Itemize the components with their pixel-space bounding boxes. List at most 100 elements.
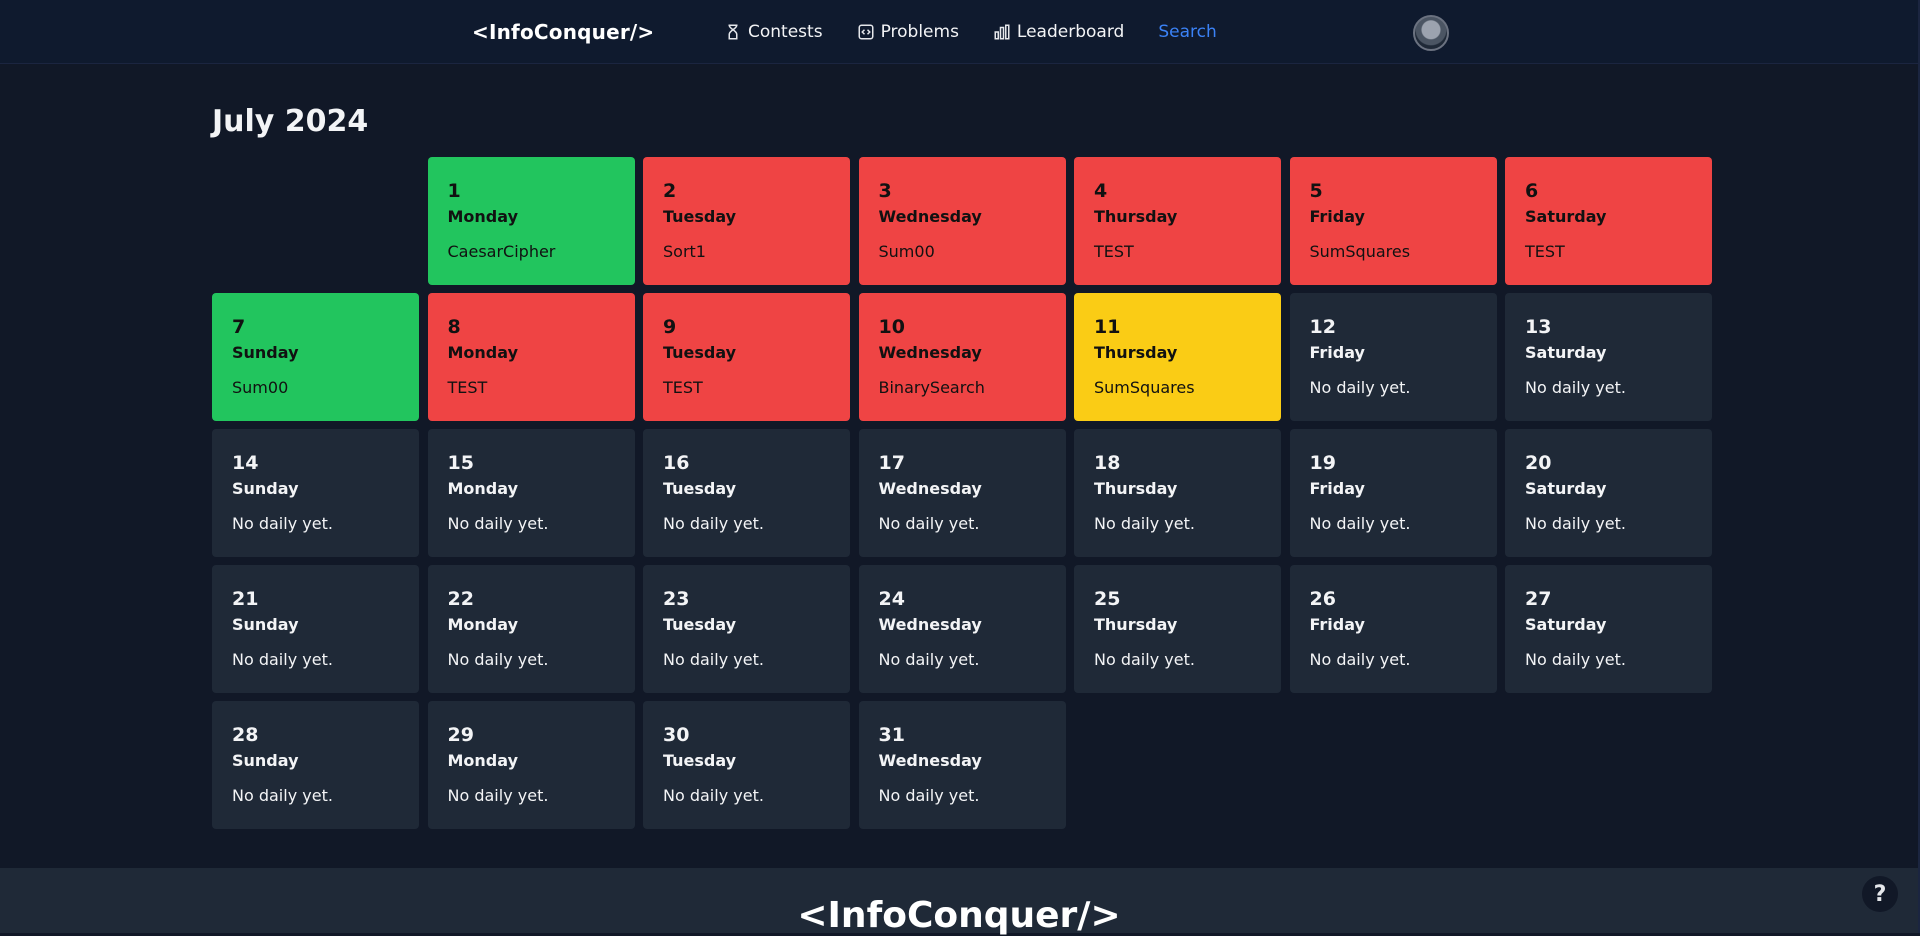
day-number: 1 bbox=[447, 180, 461, 202]
calendar-day[interactable]: 25 Thursday No daily yet. bbox=[1074, 565, 1281, 693]
nav-contests[interactable]: Contests bbox=[724, 22, 823, 42]
calendar-day[interactable]: 13 Saturday No daily yet. bbox=[1505, 293, 1712, 421]
day-problem: BinarySearch bbox=[878, 378, 985, 397]
calendar-day[interactable]: 28 Sunday No daily yet. bbox=[212, 701, 419, 829]
day-number: 20 bbox=[1525, 452, 1552, 474]
day-problem: No daily yet. bbox=[878, 786, 980, 805]
scrollbar[interactable] bbox=[1918, 0, 1920, 933]
day-number: 4 bbox=[1094, 180, 1108, 202]
day-number: 9 bbox=[663, 316, 677, 338]
calendar-day[interactable]: 31 Wednesday No daily yet. bbox=[858, 701, 1066, 829]
nav-contests-label: Contests bbox=[748, 22, 823, 42]
day-problem: No daily yet. bbox=[878, 514, 980, 533]
calendar-day[interactable]: 5 Friday SumSquares bbox=[1289, 157, 1497, 285]
day-weekday: Tuesday bbox=[663, 615, 737, 634]
nav-search[interactable]: Search bbox=[1158, 22, 1217, 42]
calendar-day[interactable]: 9 Tuesday TEST bbox=[643, 293, 850, 421]
nav-leaderboard[interactable]: Leaderboard bbox=[993, 22, 1124, 42]
day-number: 21 bbox=[232, 588, 259, 610]
site-logo[interactable]: <InfoConquer/> bbox=[472, 20, 655, 44]
calendar-day[interactable]: 17 Wednesday No daily yet. bbox=[858, 429, 1066, 557]
help-button[interactable]: ? bbox=[1862, 876, 1898, 912]
day-problem: No daily yet. bbox=[232, 514, 333, 533]
day-problem: No daily yet. bbox=[447, 650, 549, 669]
day-weekday: Sunday bbox=[232, 479, 299, 498]
day-number: 31 bbox=[878, 724, 905, 746]
bar-chart-icon bbox=[994, 24, 1010, 40]
calendar-grid: 1 Monday CaesarCipher 2 Tuesday Sort1 3 Wednesd… bbox=[212, 157, 1712, 829]
day-weekday: Wednesday bbox=[878, 751, 982, 770]
calendar-day[interactable]: 10 Wednesday BinarySearch bbox=[858, 293, 1066, 421]
calendar-day[interactable]: 16 Tuesday No daily yet. bbox=[643, 429, 850, 557]
calendar-day[interactable]: 20 Saturday No daily yet. bbox=[1505, 429, 1712, 557]
day-number: 24 bbox=[878, 588, 905, 610]
calendar-day[interactable]: 21 Sunday No daily yet. bbox=[212, 565, 419, 693]
day-problem: No daily yet. bbox=[1094, 514, 1195, 533]
day-problem: Sum00 bbox=[878, 242, 935, 261]
day-problem: No daily yet. bbox=[1525, 514, 1626, 533]
top-navbar: <InfoConquer/> Contests Problems Leaderb… bbox=[0, 0, 1918, 64]
day-problem: No daily yet. bbox=[1525, 378, 1626, 397]
day-weekday: Wednesday bbox=[878, 615, 982, 634]
day-weekday: Friday bbox=[1309, 343, 1365, 362]
day-number: 18 bbox=[1094, 452, 1121, 474]
calendar-day[interactable]: 1 Monday CaesarCipher bbox=[427, 157, 635, 285]
calendar-day[interactable]: 23 Tuesday No daily yet. bbox=[643, 565, 850, 693]
day-problem: Sort1 bbox=[663, 242, 706, 261]
calendar-day[interactable]: 19 Friday No daily yet. bbox=[1289, 429, 1497, 557]
nav-leaderboard-label: Leaderboard bbox=[1016, 22, 1125, 42]
calendar-day[interactable]: 27 Saturday No daily yet. bbox=[1505, 565, 1712, 693]
code-icon bbox=[858, 24, 874, 40]
footer: <InfoConquer/> bbox=[0, 868, 1918, 936]
day-number: 8 bbox=[447, 316, 461, 338]
day-number: 16 bbox=[663, 452, 690, 474]
day-number: 5 bbox=[1309, 180, 1323, 202]
day-number: 12 bbox=[1309, 316, 1336, 338]
day-number: 25 bbox=[1094, 588, 1121, 610]
day-weekday: Monday bbox=[447, 207, 519, 226]
calendar-day[interactable]: 7 Sunday Sum00 bbox=[212, 293, 419, 421]
day-weekday: Saturday bbox=[1525, 207, 1607, 226]
day-number: 6 bbox=[1525, 180, 1539, 202]
user-avatar[interactable] bbox=[1413, 15, 1449, 51]
day-problem: No daily yet. bbox=[663, 514, 764, 533]
day-problem: No daily yet. bbox=[447, 514, 549, 533]
day-weekday: Monday bbox=[447, 751, 519, 770]
day-weekday: Saturday bbox=[1525, 615, 1607, 634]
calendar-day[interactable]: 22 Monday No daily yet. bbox=[427, 565, 635, 693]
day-weekday: Tuesday bbox=[663, 343, 737, 362]
day-number: 28 bbox=[232, 724, 259, 746]
day-problem: No daily yet. bbox=[1094, 650, 1195, 669]
day-number: 22 bbox=[447, 588, 474, 610]
month-title: July 2024 bbox=[212, 104, 369, 139]
day-weekday: Tuesday bbox=[663, 207, 737, 226]
day-weekday: Saturday bbox=[1525, 343, 1607, 362]
calendar-day[interactable]: 26 Friday No daily yet. bbox=[1289, 565, 1497, 693]
day-problem: No daily yet. bbox=[447, 786, 549, 805]
calendar-day[interactable]: 18 Thursday No daily yet. bbox=[1074, 429, 1281, 557]
calendar-day[interactable]: 30 Tuesday No daily yet. bbox=[643, 701, 850, 829]
main-nav: Contests Problems Leaderboard Search bbox=[724, 22, 1251, 42]
calendar-day[interactable]: 4 Thursday TEST bbox=[1074, 157, 1281, 285]
nav-problems[interactable]: Problems bbox=[857, 22, 959, 42]
calendar-day[interactable]: 14 Sunday No daily yet. bbox=[212, 429, 419, 557]
calendar-day[interactable]: 24 Wednesday No daily yet. bbox=[858, 565, 1066, 693]
day-problem: No daily yet. bbox=[232, 786, 333, 805]
day-weekday: Monday bbox=[447, 479, 519, 498]
day-weekday: Friday bbox=[1309, 207, 1365, 226]
day-weekday: Sunday bbox=[232, 751, 299, 770]
calendar-day[interactable]: 15 Monday No daily yet. bbox=[427, 429, 635, 557]
day-number: 14 bbox=[232, 452, 259, 474]
day-problem: No daily yet. bbox=[1309, 378, 1411, 397]
calendar-day[interactable]: 6 Saturday TEST bbox=[1505, 157, 1712, 285]
day-number: 3 bbox=[878, 180, 892, 202]
calendar-day[interactable]: 8 Monday TEST bbox=[427, 293, 635, 421]
day-problem: SumSquares bbox=[1094, 378, 1195, 397]
calendar-day[interactable]: 11 Thursday SumSquares bbox=[1074, 293, 1281, 421]
calendar-day[interactable]: 3 Wednesday Sum00 bbox=[858, 157, 1066, 285]
calendar-day[interactable]: 2 Tuesday Sort1 bbox=[643, 157, 850, 285]
day-weekday: Sunday bbox=[232, 343, 299, 362]
day-number: 23 bbox=[663, 588, 690, 610]
calendar-day[interactable]: 29 Monday No daily yet. bbox=[427, 701, 635, 829]
calendar-day[interactable]: 12 Friday No daily yet. bbox=[1289, 293, 1497, 421]
